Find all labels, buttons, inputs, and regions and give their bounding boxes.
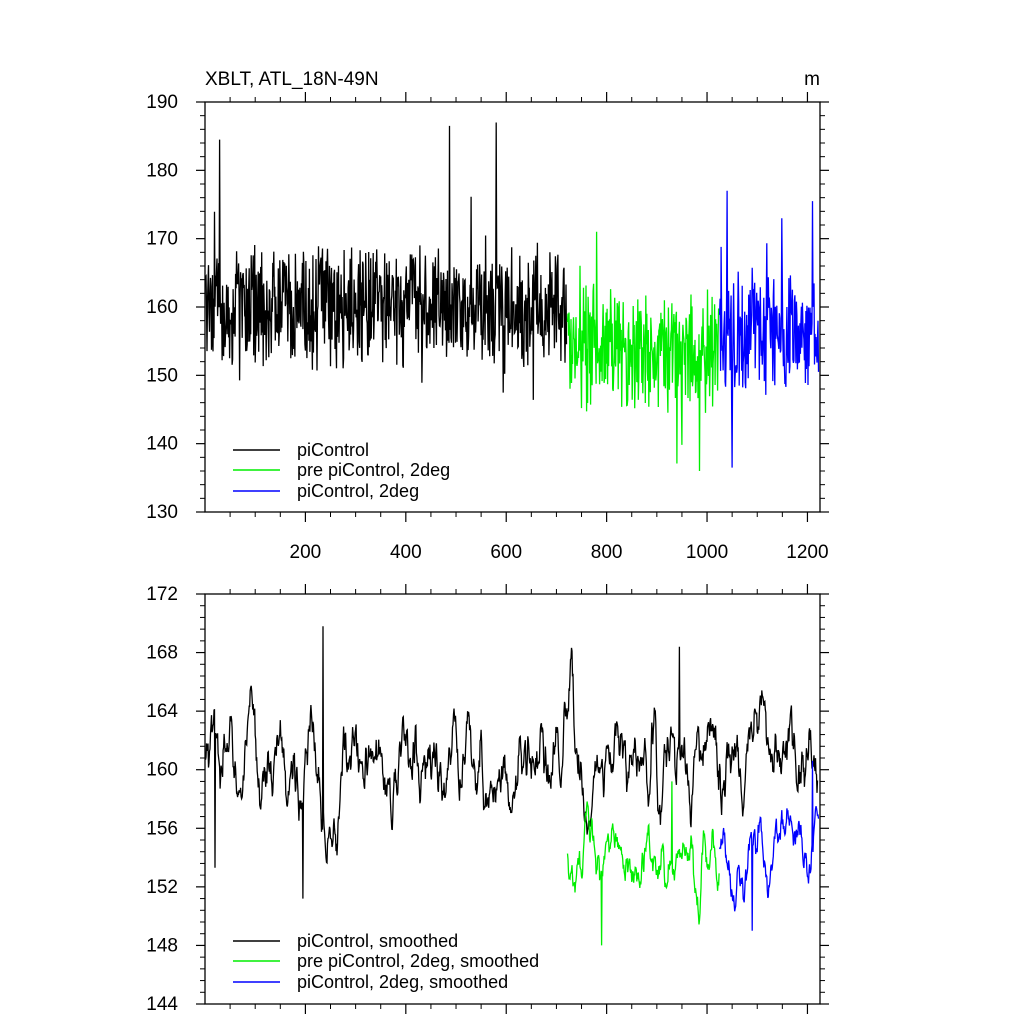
top-ytick-label-6: 190 <box>146 92 178 113</box>
bottom-plot-frame <box>204 593 821 1005</box>
top-xtick-label-5: 1200 <box>786 542 828 563</box>
bottom-legend-label-0: piControl, smoothed <box>297 931 458 951</box>
top-series-line-1 <box>566 231 720 472</box>
top-legend-label-2: piControl, 2deg <box>297 481 419 501</box>
top-series-line-0 <box>204 122 568 400</box>
top-chart-title: XBLT, ATL_18N-49N <box>205 69 379 90</box>
top-legend-label-0: piControl <box>297 440 369 460</box>
bottom-ytick-label-6: 168 <box>146 643 178 664</box>
top-series-line-2 <box>718 190 820 468</box>
top-chart-units: m <box>804 69 820 90</box>
bottom-ytick-label-4: 160 <box>146 760 178 781</box>
top-xtick-label-0: 200 <box>290 542 322 563</box>
bottom-legend: piControl, smoothed pre piControl, 2deg,… <box>233 931 539 992</box>
bottom-ytick-label-2: 152 <box>146 877 178 898</box>
bottom-series-line-2 <box>718 760 820 931</box>
bottom-ytick-label-1: 148 <box>146 935 178 956</box>
bottom-ytick-label-3: 156 <box>146 818 178 839</box>
bottom-legend-label-2: piControl, 2deg, smoothed <box>297 972 508 992</box>
top-legend: piControl pre piControl, 2deg piControl,… <box>233 440 450 501</box>
bottom-legend-label-1: pre piControl, 2deg, smoothed <box>297 951 539 971</box>
bottom-series-line-0 <box>204 626 819 899</box>
top-xtick-label-3: 800 <box>591 542 623 563</box>
top-xtick-label-1: 400 <box>390 542 422 563</box>
top-ytick-label-5: 180 <box>146 160 178 181</box>
top-ytick-label-0: 130 <box>146 502 178 523</box>
bottom-ytick-label-0: 144 <box>146 994 178 1015</box>
top-legend-label-1: pre piControl, 2deg <box>297 460 450 480</box>
bottom-ytick-label-5: 164 <box>146 701 178 722</box>
top-ytick-label-1: 140 <box>146 434 178 455</box>
top-ytick-label-2: 150 <box>146 365 178 386</box>
top-xtick-label-4: 1000 <box>686 542 728 563</box>
top-xtick-label-2: 600 <box>490 542 522 563</box>
top-ytick-label-4: 170 <box>146 229 178 250</box>
top-ytick-label-3: 160 <box>146 297 178 318</box>
bottom-series-line-1 <box>566 781 720 946</box>
bottom-ytick-label-7: 172 <box>146 584 178 605</box>
